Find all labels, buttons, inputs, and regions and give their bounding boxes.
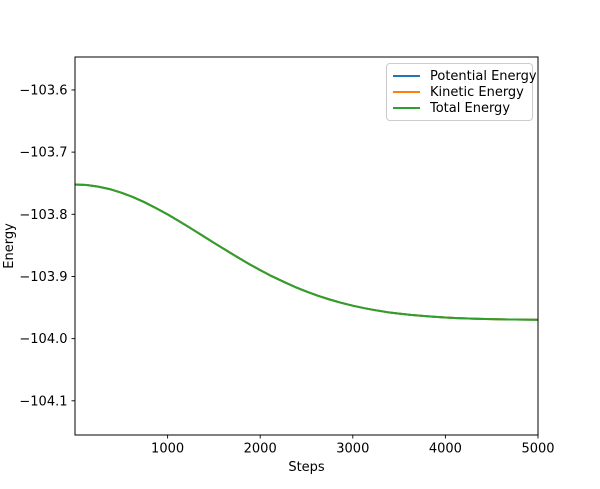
legend-item-total-energy: Total Energy <box>393 100 526 116</box>
axis-ticks: 1000 2000 3000 4000 5000 −103.6 −103.7 −103.8 −1… <box>19 83 554 456</box>
y-axis-label: Energy <box>2 223 17 269</box>
x-tick-label: 1000 <box>151 442 184 457</box>
y-tick-label: −103.7 <box>19 146 67 161</box>
legend-line-swatch-total <box>393 107 420 109</box>
series-line-potential-energy <box>74 183 539 321</box>
y-tick-label: −103.8 <box>19 208 67 223</box>
legend-label-total: Total Energy <box>430 100 511 116</box>
legend-line-swatch-kinetic <box>393 91 420 93</box>
legend-line-swatch-potential <box>393 75 420 77</box>
x-tick-label: 4000 <box>429 442 462 457</box>
legend: Potential Energy Kinetic Energy Total En… <box>386 63 537 121</box>
plot-border <box>74 56 539 436</box>
legend-label-potential: Potential Energy <box>430 68 537 84</box>
y-tick-label: −103.9 <box>19 270 67 285</box>
series-line-kinetic-energy <box>74 183 539 321</box>
legend-item-potential-energy: Potential Energy <box>393 68 537 84</box>
series-lines <box>74 183 539 321</box>
y-tick-label: −104.1 <box>19 394 67 409</box>
x-tick-label: 5000 <box>521 442 554 457</box>
legend-label-kinetic: Kinetic Energy <box>430 84 524 100</box>
series-line-total-energy <box>74 183 539 321</box>
y-tick-label: −103.6 <box>19 83 67 98</box>
y-tick-label: −104.0 <box>19 332 67 347</box>
x-axis-label: Steps <box>288 460 325 475</box>
x-tick-label: 3000 <box>336 442 369 457</box>
x-tick-label: 2000 <box>244 442 277 457</box>
legend-item-kinetic-energy: Kinetic Energy <box>393 84 526 100</box>
